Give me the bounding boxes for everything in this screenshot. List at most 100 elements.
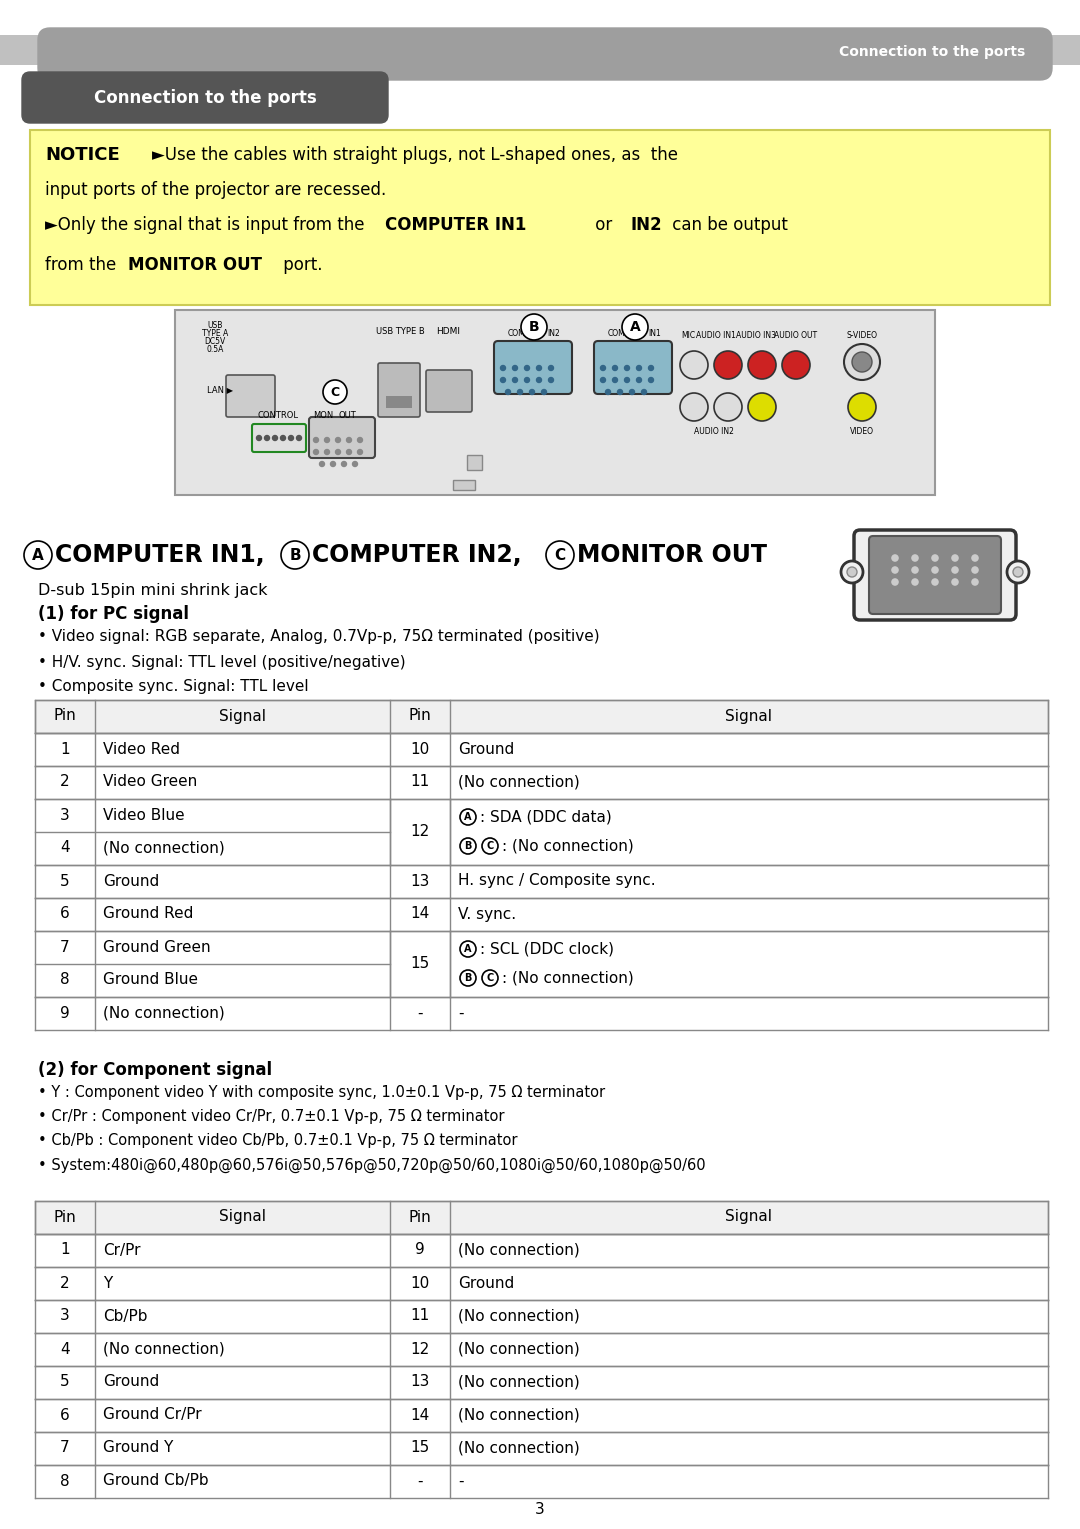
Text: VIDEO: VIDEO <box>850 428 874 436</box>
Text: Ground: Ground <box>458 1275 514 1290</box>
Text: from the: from the <box>45 255 121 274</box>
Text: 14: 14 <box>410 907 430 922</box>
Text: 7: 7 <box>60 1440 70 1456</box>
Circle shape <box>891 553 900 563</box>
Text: 0.5A: 0.5A <box>206 344 224 353</box>
Circle shape <box>931 553 940 563</box>
Text: 7: 7 <box>60 939 70 954</box>
Circle shape <box>748 352 777 379</box>
Circle shape <box>257 436 261 440</box>
Text: (No connection): (No connection) <box>103 841 225 856</box>
Circle shape <box>622 313 648 339</box>
Text: Video Green: Video Green <box>103 775 198 789</box>
Text: (No connection): (No connection) <box>458 1341 580 1356</box>
Text: (No connection): (No connection) <box>458 1408 580 1422</box>
Circle shape <box>341 462 347 466</box>
Text: MON: MON <box>313 410 333 419</box>
Text: 4: 4 <box>60 841 70 856</box>
Text: C: C <box>554 547 566 563</box>
Text: AUDIO IN3: AUDIO IN3 <box>735 332 777 341</box>
Circle shape <box>513 365 517 370</box>
Text: 13: 13 <box>410 873 430 888</box>
Text: C: C <box>486 841 494 852</box>
Circle shape <box>612 378 618 382</box>
Circle shape <box>525 365 529 370</box>
Circle shape <box>347 437 351 442</box>
Text: Ground: Ground <box>458 742 514 757</box>
Bar <box>30 130 1050 304</box>
Circle shape <box>517 390 523 394</box>
Text: MIC: MIC <box>680 332 696 341</box>
Text: Signal: Signal <box>218 1209 266 1225</box>
Text: 1: 1 <box>60 1243 70 1257</box>
Text: 9: 9 <box>415 1243 424 1257</box>
Circle shape <box>330 462 336 466</box>
Circle shape <box>606 390 610 394</box>
Text: 2: 2 <box>60 775 70 789</box>
Text: • Cb/Pb : Component video Cb/Pb, 0.7±0.1 Vp-p, 75 Ω terminator: • Cb/Pb : Component video Cb/Pb, 0.7±0.1… <box>38 1133 517 1148</box>
Text: Pin: Pin <box>408 1209 431 1225</box>
Text: USB TYPE B: USB TYPE B <box>376 327 424 336</box>
FancyBboxPatch shape <box>252 424 306 453</box>
Text: Connection to the ports: Connection to the ports <box>94 89 316 107</box>
FancyBboxPatch shape <box>309 417 375 459</box>
Text: Ground Green: Ground Green <box>103 939 211 954</box>
Circle shape <box>891 578 900 587</box>
Text: Pin: Pin <box>54 708 77 723</box>
Circle shape <box>320 462 324 466</box>
Text: (No connection): (No connection) <box>458 1309 580 1324</box>
Text: Ground Cr/Pr: Ground Cr/Pr <box>103 1408 202 1422</box>
Bar <box>35 700 1048 732</box>
Text: 6: 6 <box>60 1408 70 1422</box>
Text: 10: 10 <box>410 1275 430 1290</box>
Bar <box>453 480 475 489</box>
Text: Cb/Pb: Cb/Pb <box>103 1309 148 1324</box>
Text: 14: 14 <box>410 1408 430 1422</box>
Text: or: or <box>590 216 618 234</box>
Text: B: B <box>529 320 539 333</box>
Text: B: B <box>289 547 301 563</box>
Text: Ground Blue: Ground Blue <box>103 972 198 988</box>
Bar <box>175 310 935 495</box>
Text: DC5V: DC5V <box>204 336 226 346</box>
Circle shape <box>482 969 498 986</box>
Circle shape <box>529 390 535 394</box>
Text: Ground Red: Ground Red <box>103 907 193 922</box>
Circle shape <box>460 969 476 986</box>
Circle shape <box>272 436 278 440</box>
Text: Signal: Signal <box>726 1209 772 1225</box>
Text: 15: 15 <box>410 957 430 971</box>
Text: Y: Y <box>103 1275 112 1290</box>
Text: OUT: OUT <box>338 410 356 419</box>
Text: 5: 5 <box>60 1375 70 1390</box>
Circle shape <box>600 365 606 370</box>
Text: A: A <box>464 812 472 823</box>
Text: COMPUTER IN1,: COMPUTER IN1, <box>55 543 273 567</box>
Text: COMPUTER IN2,: COMPUTER IN2, <box>312 543 538 567</box>
Text: 3: 3 <box>535 1503 545 1517</box>
Text: 4: 4 <box>60 1341 70 1356</box>
Circle shape <box>624 378 630 382</box>
Circle shape <box>24 541 52 569</box>
Text: IN2: IN2 <box>546 330 559 338</box>
Text: -: - <box>417 1474 422 1489</box>
Text: ►Only the signal that is input from the: ►Only the signal that is input from the <box>45 216 369 234</box>
Circle shape <box>612 365 618 370</box>
Circle shape <box>600 378 606 382</box>
Text: A: A <box>464 943 472 954</box>
Circle shape <box>1007 561 1029 583</box>
Circle shape <box>281 541 309 569</box>
Text: 15: 15 <box>410 1440 430 1456</box>
Text: • H/V. sync. Signal: TTL level (positive/negative): • H/V. sync. Signal: TTL level (positive… <box>38 654 406 670</box>
FancyBboxPatch shape <box>854 531 1016 619</box>
Circle shape <box>910 553 919 563</box>
Circle shape <box>323 381 347 404</box>
Circle shape <box>847 567 858 576</box>
Circle shape <box>336 450 340 454</box>
Circle shape <box>297 436 301 440</box>
Text: • Y : Component video Y with composite sync, 1.0±0.1 Vp-p, 75 Ω terminator: • Y : Component video Y with composite s… <box>38 1086 605 1101</box>
Text: C: C <box>486 972 494 983</box>
Circle shape <box>281 436 285 440</box>
Circle shape <box>288 436 294 440</box>
Circle shape <box>680 352 708 379</box>
